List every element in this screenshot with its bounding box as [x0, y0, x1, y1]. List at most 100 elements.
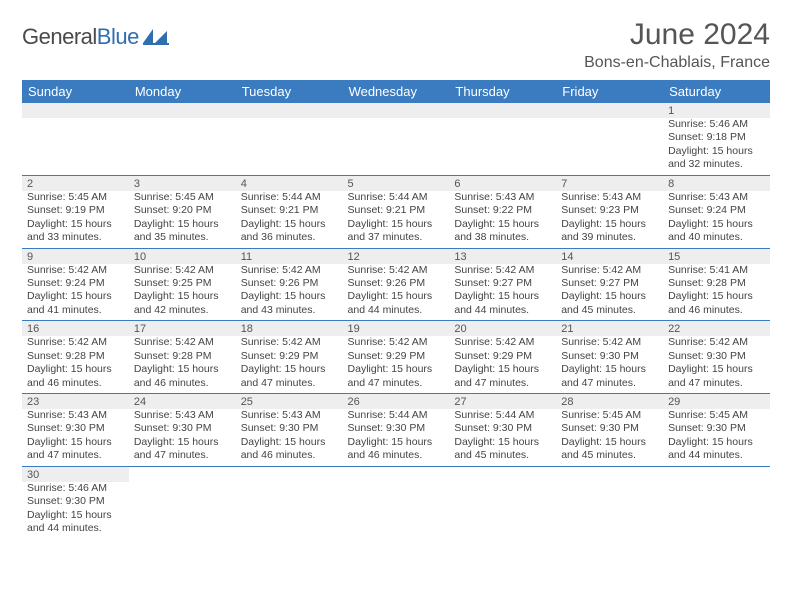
sunset-line: Sunset: 9:28 PM	[27, 350, 124, 363]
sunset-line: Sunset: 9:21 PM	[348, 204, 445, 217]
sunrise-line: Sunrise: 5:42 AM	[561, 264, 658, 277]
day-details: Sunrise: 5:46 AMSunset: 9:18 PMDaylight:…	[663, 118, 770, 175]
daylight-line: Daylight: 15 hours and 35 minutes.	[134, 218, 231, 245]
sunrise-line: Sunrise: 5:46 AM	[668, 118, 765, 131]
weekday-label: Sunday	[22, 80, 129, 103]
day-details: Sunrise: 5:42 AMSunset: 9:27 PMDaylight:…	[556, 264, 663, 321]
daylight-line: Daylight: 15 hours and 36 minutes.	[241, 218, 338, 245]
calendar-week: 9Sunrise: 5:42 AMSunset: 9:24 PMDaylight…	[22, 248, 770, 321]
logo-text: GeneralBlue	[22, 24, 139, 50]
sunrise-line: Sunrise: 5:43 AM	[561, 191, 658, 204]
day-number: 24	[129, 394, 236, 409]
sunrise-line: Sunrise: 5:42 AM	[348, 336, 445, 349]
daylight-line: Daylight: 15 hours and 47 minutes.	[241, 363, 338, 390]
daynum-empty	[22, 103, 129, 118]
day-details: Sunrise: 5:45 AMSunset: 9:19 PMDaylight:…	[22, 191, 129, 248]
daylight-line: Daylight: 15 hours and 45 minutes.	[561, 290, 658, 317]
sunset-line: Sunset: 9:19 PM	[27, 204, 124, 217]
day-details: Sunrise: 5:43 AMSunset: 9:24 PMDaylight:…	[663, 191, 770, 248]
calendar-week: 23Sunrise: 5:43 AMSunset: 9:30 PMDayligh…	[22, 394, 770, 467]
daynum-empty	[236, 103, 343, 118]
day-details: Sunrise: 5:42 AMSunset: 9:28 PMDaylight:…	[22, 336, 129, 393]
day-details: Sunrise: 5:42 AMSunset: 9:25 PMDaylight:…	[129, 264, 236, 321]
sunrise-line: Sunrise: 5:43 AM	[668, 191, 765, 204]
header: GeneralBlue June 2024 Bons-en-Chablais, …	[22, 18, 770, 72]
logo-prefix: General	[22, 24, 97, 49]
sunset-line: Sunset: 9:30 PM	[454, 422, 551, 435]
daynum-empty	[129, 103, 236, 118]
day-number: 19	[343, 321, 450, 336]
day-number: 25	[236, 394, 343, 409]
day-details: Sunrise: 5:44 AMSunset: 9:30 PMDaylight:…	[449, 409, 556, 466]
day-details: Sunrise: 5:42 AMSunset: 9:29 PMDaylight:…	[236, 336, 343, 393]
calendar-cell: 11Sunrise: 5:42 AMSunset: 9:26 PMDayligh…	[236, 248, 343, 321]
day-number: 11	[236, 249, 343, 264]
day-number: 15	[663, 249, 770, 264]
day-number: 20	[449, 321, 556, 336]
sunset-line: Sunset: 9:26 PM	[241, 277, 338, 290]
day-details: Sunrise: 5:42 AMSunset: 9:26 PMDaylight:…	[236, 264, 343, 321]
day-number: 17	[129, 321, 236, 336]
day-details: Sunrise: 5:45 AMSunset: 9:20 PMDaylight:…	[129, 191, 236, 248]
sunset-line: Sunset: 9:24 PM	[27, 277, 124, 290]
daylight-line: Daylight: 15 hours and 33 minutes.	[27, 218, 124, 245]
day-number: 9	[22, 249, 129, 264]
sunset-line: Sunset: 9:30 PM	[241, 422, 338, 435]
calendar-cell: 7Sunrise: 5:43 AMSunset: 9:23 PMDaylight…	[556, 175, 663, 248]
sunrise-line: Sunrise: 5:42 AM	[134, 336, 231, 349]
day-details: Sunrise: 5:42 AMSunset: 9:30 PMDaylight:…	[556, 336, 663, 393]
day-details: Sunrise: 5:42 AMSunset: 9:29 PMDaylight:…	[449, 336, 556, 393]
calendar-cell: 10Sunrise: 5:42 AMSunset: 9:25 PMDayligh…	[129, 248, 236, 321]
day-details: Sunrise: 5:43 AMSunset: 9:30 PMDaylight:…	[129, 409, 236, 466]
calendar-cell: 15Sunrise: 5:41 AMSunset: 9:28 PMDayligh…	[663, 248, 770, 321]
day-details: Sunrise: 5:45 AMSunset: 9:30 PMDaylight:…	[556, 409, 663, 466]
day-details: Sunrise: 5:43 AMSunset: 9:30 PMDaylight:…	[22, 409, 129, 466]
daylight-line: Daylight: 15 hours and 47 minutes.	[668, 363, 765, 390]
calendar-cell: 5Sunrise: 5:44 AMSunset: 9:21 PMDaylight…	[343, 175, 450, 248]
sunrise-line: Sunrise: 5:43 AM	[454, 191, 551, 204]
sunset-line: Sunset: 9:30 PM	[27, 495, 124, 508]
calendar-cell: 24Sunrise: 5:43 AMSunset: 9:30 PMDayligh…	[129, 394, 236, 467]
daylight-line: Daylight: 15 hours and 47 minutes.	[454, 363, 551, 390]
calendar-cell	[343, 466, 450, 538]
sunset-line: Sunset: 9:24 PM	[668, 204, 765, 217]
sunset-line: Sunset: 9:27 PM	[561, 277, 658, 290]
calendar-cell	[22, 103, 129, 175]
calendar-cell: 22Sunrise: 5:42 AMSunset: 9:30 PMDayligh…	[663, 321, 770, 394]
sunrise-line: Sunrise: 5:42 AM	[454, 264, 551, 277]
day-details: Sunrise: 5:41 AMSunset: 9:28 PMDaylight:…	[663, 264, 770, 321]
calendar-cell: 8Sunrise: 5:43 AMSunset: 9:24 PMDaylight…	[663, 175, 770, 248]
sunset-line: Sunset: 9:27 PM	[454, 277, 551, 290]
calendar-cell: 2Sunrise: 5:45 AMSunset: 9:19 PMDaylight…	[22, 175, 129, 248]
calendar-cell: 21Sunrise: 5:42 AMSunset: 9:30 PMDayligh…	[556, 321, 663, 394]
calendar-cell: 13Sunrise: 5:42 AMSunset: 9:27 PMDayligh…	[449, 248, 556, 321]
daylight-line: Daylight: 15 hours and 47 minutes.	[134, 436, 231, 463]
page-title: June 2024	[584, 18, 770, 52]
calendar-cell: 16Sunrise: 5:42 AMSunset: 9:28 PMDayligh…	[22, 321, 129, 394]
daynum-empty	[449, 103, 556, 118]
day-details: Sunrise: 5:43 AMSunset: 9:30 PMDaylight:…	[236, 409, 343, 466]
day-details: Sunrise: 5:45 AMSunset: 9:30 PMDaylight:…	[663, 409, 770, 466]
sunset-line: Sunset: 9:30 PM	[668, 350, 765, 363]
daylight-line: Daylight: 15 hours and 46 minutes.	[27, 363, 124, 390]
sunset-line: Sunset: 9:30 PM	[668, 422, 765, 435]
day-number: 13	[449, 249, 556, 264]
sunrise-line: Sunrise: 5:44 AM	[241, 191, 338, 204]
sunrise-line: Sunrise: 5:42 AM	[668, 336, 765, 349]
sunrise-line: Sunrise: 5:45 AM	[27, 191, 124, 204]
calendar-cell: 12Sunrise: 5:42 AMSunset: 9:26 PMDayligh…	[343, 248, 450, 321]
day-number: 2	[22, 176, 129, 191]
calendar-cell	[236, 466, 343, 538]
sunrise-line: Sunrise: 5:45 AM	[668, 409, 765, 422]
sunset-line: Sunset: 9:20 PM	[134, 204, 231, 217]
day-number: 1	[663, 103, 770, 118]
day-number: 30	[22, 467, 129, 482]
weekday-label: Thursday	[449, 80, 556, 103]
day-number: 18	[236, 321, 343, 336]
sunrise-line: Sunrise: 5:45 AM	[561, 409, 658, 422]
daylight-line: Daylight: 15 hours and 44 minutes.	[668, 436, 765, 463]
daylight-line: Daylight: 15 hours and 40 minutes.	[668, 218, 765, 245]
calendar-cell: 28Sunrise: 5:45 AMSunset: 9:30 PMDayligh…	[556, 394, 663, 467]
day-details: Sunrise: 5:42 AMSunset: 9:24 PMDaylight:…	[22, 264, 129, 321]
daylight-line: Daylight: 15 hours and 47 minutes.	[348, 363, 445, 390]
